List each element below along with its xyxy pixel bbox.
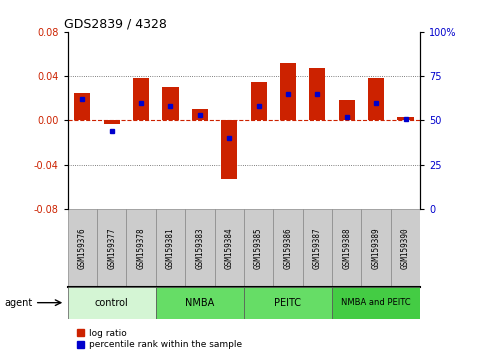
Bar (368, 78, 384, 120)
Bar (244, 287, 332, 319)
Bar (251, 82, 267, 120)
Text: GSM159388: GSM159388 (342, 227, 351, 269)
Bar (127, 209, 156, 287)
Text: NMBA and PEITC: NMBA and PEITC (341, 298, 411, 307)
Text: GSM159378: GSM159378 (137, 227, 145, 269)
Bar (185, 209, 214, 287)
Bar (156, 209, 185, 287)
Bar (97, 209, 127, 287)
Bar (273, 209, 303, 287)
Bar (244, 209, 273, 287)
Text: GSM159390: GSM159390 (401, 227, 410, 269)
Bar (214, 209, 244, 287)
Text: GSM159381: GSM159381 (166, 227, 175, 269)
Text: NMBA: NMBA (185, 298, 214, 308)
Text: PEITC: PEITC (274, 298, 301, 308)
Text: control: control (95, 298, 128, 308)
Bar (104, 120, 120, 124)
Text: GSM159387: GSM159387 (313, 227, 322, 269)
Bar (74, 93, 90, 120)
Bar (280, 63, 296, 120)
Bar (339, 101, 355, 120)
Legend: log ratio, percentile rank within the sample: log ratio, percentile rank within the sa… (77, 329, 242, 349)
Bar (332, 287, 420, 319)
Bar (192, 109, 208, 120)
Bar (361, 209, 391, 287)
Text: GSM159385: GSM159385 (254, 227, 263, 269)
Text: GSM159389: GSM159389 (371, 227, 381, 269)
Text: GSM159384: GSM159384 (225, 227, 234, 269)
Bar (309, 68, 326, 120)
Bar (398, 117, 413, 120)
Bar (391, 209, 420, 287)
Bar (303, 209, 332, 287)
Bar (162, 87, 179, 120)
Text: GSM159376: GSM159376 (78, 227, 87, 269)
Text: GSM159386: GSM159386 (284, 227, 293, 269)
Text: GSM159383: GSM159383 (195, 227, 204, 269)
Bar (156, 287, 244, 319)
Text: GDS2839 / 4328: GDS2839 / 4328 (64, 18, 167, 31)
Bar (221, 120, 237, 179)
Text: GSM159377: GSM159377 (107, 227, 116, 269)
Bar (332, 209, 361, 287)
Bar (133, 78, 149, 120)
Bar (68, 209, 97, 287)
Text: agent: agent (5, 298, 33, 308)
Bar (68, 287, 156, 319)
